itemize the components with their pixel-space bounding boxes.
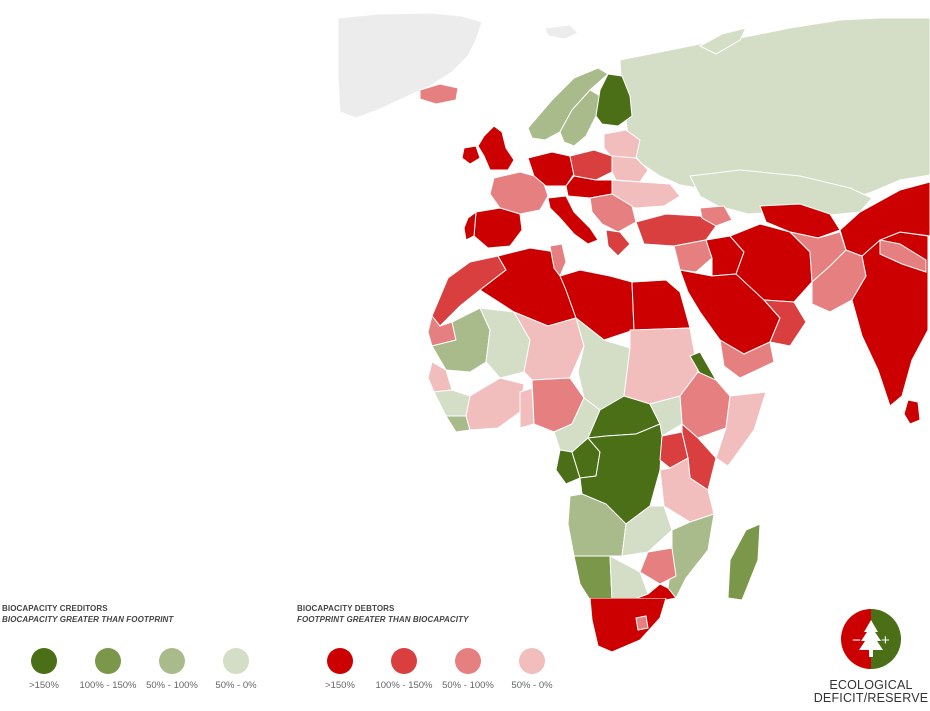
region-novaya-zemlya[interactable] [698, 27, 747, 55]
minus-icon: − [852, 632, 861, 649]
region-lesotho[interactable] [635, 615, 649, 631]
legend-item[interactable]: >150% [308, 648, 372, 691]
region-zimbabwe[interactable] [639, 547, 677, 585]
region-central-europe[interactable] [565, 175, 613, 199]
legend-item[interactable]: 50% - 0% [204, 648, 268, 691]
legend-swatch [223, 648, 249, 674]
legend-creditors-subtitle: BIOCAPACITY GREATER THAN FOOTPRINT [2, 615, 174, 624]
region-somalia[interactable] [715, 391, 767, 467]
region-oman-uae[interactable] [762, 299, 807, 347]
region-germany[interactable] [527, 151, 575, 187]
region-france[interactable] [489, 171, 549, 215]
legend-item[interactable]: 50% - 0% [500, 648, 564, 691]
legend-item[interactable]: 50% - 100% [436, 648, 500, 691]
region-greece[interactable] [605, 229, 631, 257]
region-nepal[interactable] [879, 239, 927, 273]
legend-item[interactable]: 50% - 100% [140, 648, 204, 691]
region-china[interactable] [839, 181, 930, 257]
region-finland[interactable] [595, 73, 633, 127]
region-botswana[interactable] [609, 555, 649, 600]
legend-item-label: >150% [29, 680, 59, 691]
legend-item-label: 50% - 0% [215, 680, 257, 691]
legend-debtors-title: BIOCAPACITY DEBTORS [297, 604, 395, 613]
region-central-asia[interactable] [759, 203, 841, 239]
legend-item-label: 50% - 100% [442, 680, 494, 691]
region-guinea[interactable] [433, 389, 471, 417]
legend-item-label: >150% [325, 680, 355, 691]
legend-item-label: 100% - 150% [375, 680, 433, 691]
legend-debtors: BIOCAPACITY DEBTORS FOOTPRINT GREATER TH… [297, 603, 577, 711]
region-ireland[interactable] [461, 145, 481, 165]
region-yemen[interactable] [719, 339, 775, 379]
legend-swatch [391, 648, 417, 674]
region-tanzania[interactable] [659, 457, 715, 523]
region-tunisia[interactable] [549, 243, 567, 277]
legend-swatch [31, 648, 57, 674]
legend-item[interactable]: 100% - 150% [372, 648, 436, 691]
tree-icon [859, 620, 883, 657]
ecological-badge[interactable]: − + ECOLOGICAL DEFICIT/RESERVE [812, 608, 930, 705]
region-south-africa-south[interactable] [589, 598, 667, 653]
legend-item[interactable]: 100% - 150% [76, 648, 140, 691]
region-portugal[interactable] [463, 210, 477, 241]
legend-swatch [327, 648, 353, 674]
legend-item[interactable]: >150% [12, 648, 76, 691]
region-burkina-ivory[interactable] [465, 377, 525, 431]
legend-swatch [95, 648, 121, 674]
region-svalbard[interactable] [544, 24, 579, 40]
region-turkey[interactable] [635, 213, 717, 247]
region-levant[interactable] [673, 239, 713, 273]
badge-label-line2: DEFICIT/RESERVE [813, 691, 929, 705]
legend-swatch [455, 648, 481, 674]
region-italy[interactable] [547, 195, 599, 245]
region-madagascar[interactable] [727, 523, 761, 600]
region-egypt[interactable] [631, 279, 691, 331]
world-map [337, 12, 930, 600]
region-poland[interactable] [569, 149, 613, 181]
legend-creditors: BIOCAPACITY CREDITORS BIOCAPACITY GREATE… [2, 603, 272, 711]
plus-icon: + [881, 632, 890, 649]
badge-label-line1: ECOLOGICAL [829, 678, 913, 692]
region-ghana-togo-benin[interactable] [519, 387, 535, 429]
region-balkans[interactable] [589, 193, 637, 233]
region-south-sudan[interactable] [649, 395, 683, 437]
legend-item-label: 50% - 0% [511, 680, 553, 691]
region-iceland[interactable] [419, 83, 459, 105]
legend-swatch [159, 648, 185, 674]
legend-item-label: 100% - 150% [79, 680, 137, 691]
region-spain[interactable] [473, 207, 523, 249]
region-greenland[interactable] [337, 12, 483, 119]
region-south-africa[interactable] [590, 583, 677, 600]
region-sri-lanka[interactable] [903, 399, 921, 425]
legend-item-label: 50% - 100% [146, 680, 198, 691]
region-mozambique[interactable] [667, 513, 715, 599]
map-continuation [589, 598, 667, 653]
region-caucasus[interactable] [699, 205, 733, 227]
region-kazakhstan[interactable] [689, 169, 873, 217]
legend-creditors-title: BIOCAPACITY CREDITORS [2, 604, 108, 613]
legend-swatch [519, 648, 545, 674]
region-namibia[interactable] [573, 555, 613, 600]
legend-debtors-subtitle: FOOTPRINT GREATER THAN BIOCAPACITY [297, 615, 469, 624]
deficit-reserve-icon: − + [841, 609, 901, 669]
region-uk[interactable] [477, 125, 515, 171]
